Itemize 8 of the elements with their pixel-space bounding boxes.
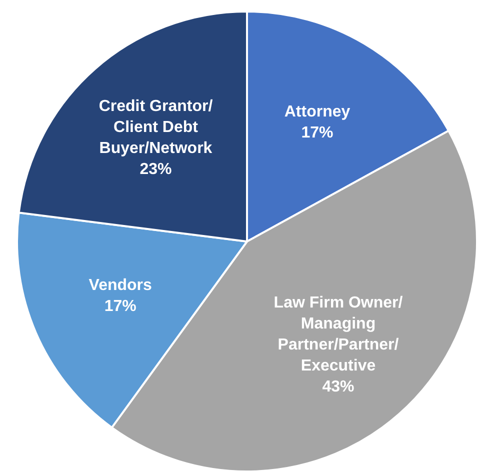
slice-label: Attorney <box>284 104 350 121</box>
slice-label: Law Firm Owner/ Managing Partner/Partner/ Executive <box>274 294 404 374</box>
slice-label: Credit Grantor/ Client Debt Buyer/Network <box>98 98 214 157</box>
data-label: 17% <box>301 124 334 142</box>
data-label: 17% <box>104 298 136 316</box>
data-label: 43% <box>322 378 354 396</box>
data-label: 23% <box>140 160 172 178</box>
slice-label: Vendors <box>88 277 152 294</box>
